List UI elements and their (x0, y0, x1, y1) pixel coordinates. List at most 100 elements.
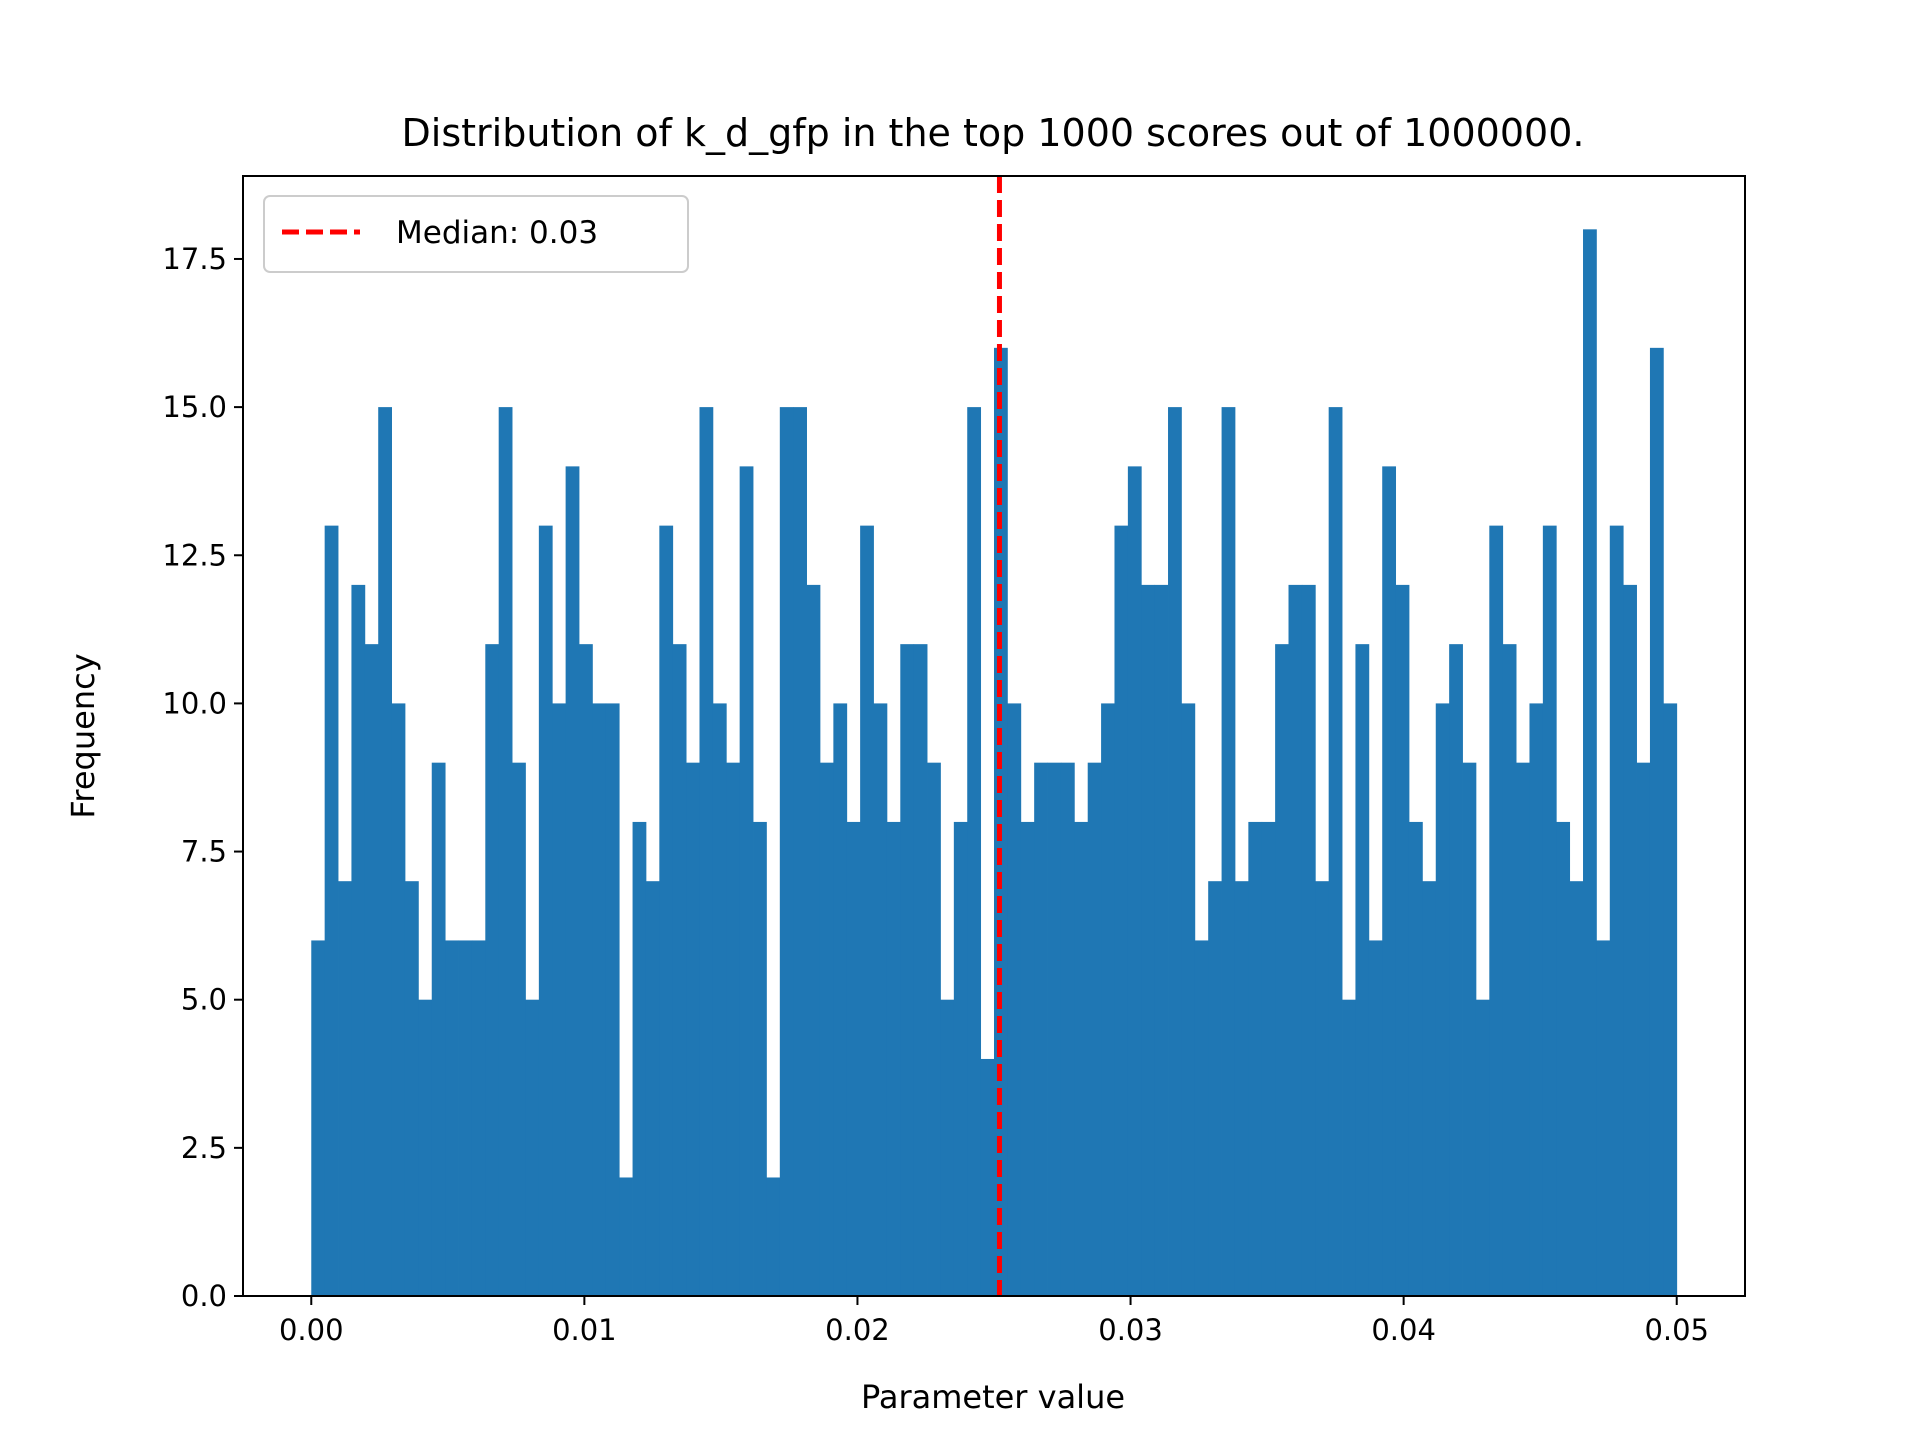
histogram-bar (471, 940, 486, 1296)
legend-box (263, 195, 689, 273)
histogram-bar (1382, 466, 1397, 1296)
histogram-bar (1221, 407, 1236, 1296)
histogram-bar (1261, 821, 1276, 1296)
histogram-bar (1101, 703, 1115, 1296)
histogram-bar (1516, 762, 1530, 1296)
histogram-bar (753, 821, 767, 1296)
histogram-bar (1168, 407, 1182, 1296)
x-tick-label: 0.00 (279, 1313, 344, 1347)
histogram-bar (552, 703, 567, 1296)
histogram-bar (458, 940, 473, 1296)
histogram-bar (806, 584, 821, 1296)
histogram-bar (1368, 940, 1383, 1296)
histogram-bar (1596, 940, 1611, 1296)
histogram-bar (860, 525, 874, 1296)
histogram-bar (605, 703, 620, 1296)
histogram-bar (364, 644, 379, 1296)
histogram-bar (900, 644, 915, 1296)
x-tick-label: 0.02 (825, 1313, 890, 1347)
histogram-bar (1449, 644, 1463, 1296)
y-tick-label: 17.5 (162, 242, 227, 276)
histogram-bar (1074, 821, 1089, 1296)
histogram-bar (1181, 703, 1196, 1296)
histogram-bar (1583, 229, 1597, 1297)
histogram-bar (1141, 584, 1156, 1296)
histogram-bar (766, 1177, 781, 1296)
histogram-bar (1127, 466, 1142, 1296)
histogram-bar (1636, 762, 1651, 1296)
histogram-bar (1355, 644, 1370, 1296)
y-tick-label: 15.0 (162, 390, 227, 424)
histogram-bar (913, 644, 928, 1296)
histogram-bar (579, 644, 593, 1296)
y-tick-label: 2.5 (181, 1131, 227, 1165)
histogram-bar (391, 703, 406, 1296)
histogram-bar (699, 407, 714, 1296)
histogram-bar (819, 762, 834, 1296)
histogram-bar (1301, 584, 1316, 1296)
x-tick-label: 0.03 (1098, 1313, 1163, 1347)
histogram-bar (1462, 762, 1477, 1296)
histogram-bar (1020, 821, 1035, 1296)
plot-area-frame (242, 175, 1746, 1297)
histogram-bar (927, 762, 941, 1296)
x-tick-label: 0.01 (552, 1313, 617, 1347)
histogram-bar (1288, 584, 1303, 1296)
histogram-bar (351, 584, 366, 1296)
histogram-bar (886, 821, 901, 1296)
histogram-bar (1435, 703, 1450, 1296)
histogram-bar (404, 881, 419, 1296)
histogram-bar (512, 762, 526, 1296)
histogram-bar (378, 407, 392, 1296)
histogram-bar (846, 821, 861, 1296)
histogram-bar (1248, 821, 1263, 1296)
histogram-bar (1395, 584, 1410, 1296)
histogram-bar (418, 999, 433, 1296)
y-axis-ticks: 0.0 2.5 5.0 7.5 10.0 12.5 15.0 17.5 (162, 242, 243, 1313)
y-tick-label: 7.5 (181, 835, 227, 869)
histogram-bar (1114, 525, 1129, 1296)
y-tick-label: 10.0 (162, 686, 227, 720)
histogram-bar (739, 466, 754, 1296)
histogram-bar (1060, 762, 1075, 1296)
histogram-bar (485, 644, 500, 1296)
x-tick-label: 0.04 (1371, 1313, 1436, 1347)
histogram-bar (1649, 347, 1664, 1297)
histogram-bar (1569, 881, 1584, 1296)
histogram-bar (1408, 821, 1423, 1296)
histogram-bar (1556, 821, 1571, 1296)
histogram-bar (1275, 644, 1289, 1296)
histogram-bar (525, 999, 540, 1296)
histogram-bar (445, 940, 459, 1296)
histogram-bar (592, 703, 607, 1296)
histogram-bar (1609, 525, 1624, 1296)
histogram-bar (672, 644, 687, 1296)
histogram-bar (1315, 881, 1330, 1296)
histogram-bar (1529, 703, 1544, 1296)
histogram-bar (632, 821, 647, 1296)
histogram-bar (1422, 881, 1437, 1296)
histogram-bar (1208, 881, 1222, 1296)
histogram-bar (1342, 999, 1356, 1296)
histogram-bar (833, 703, 848, 1296)
histogram-bar (967, 407, 982, 1296)
histogram-bar (1623, 584, 1637, 1296)
histogram-bar (793, 407, 807, 1296)
y-tick-label: 12.5 (162, 538, 227, 572)
histogram-bar (498, 407, 513, 1296)
histogram-bar (712, 703, 727, 1296)
x-axis-ticks: 0.00 0.01 0.02 0.03 0.04 0.05 (279, 1296, 1709, 1347)
y-tick-label: 5.0 (181, 983, 227, 1017)
y-axis-label: Frequency (64, 653, 102, 818)
x-tick-label: 0.05 (1644, 1313, 1709, 1347)
histogram-bar (538, 525, 553, 1296)
chart-title: Distribution of k_d_gfp in the top 1000 … (402, 111, 1585, 155)
histogram-bar (338, 881, 352, 1296)
histogram-bar (659, 525, 674, 1296)
histogram-bar (1489, 525, 1504, 1296)
histogram-bar (645, 881, 660, 1296)
histogram-bar (1542, 525, 1557, 1296)
histogram-bar (1663, 703, 1678, 1296)
y-tick-label: 0.0 (181, 1279, 227, 1313)
